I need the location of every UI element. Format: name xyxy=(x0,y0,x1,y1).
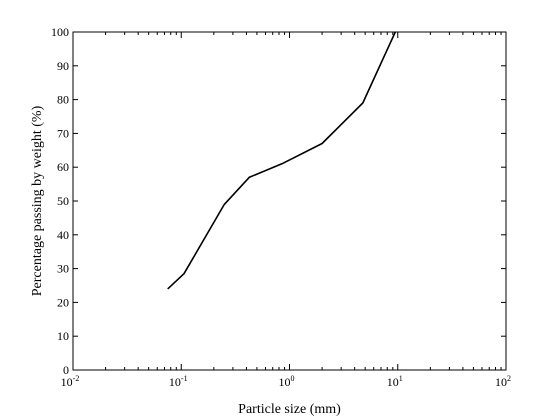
y-tick-label: 50 xyxy=(57,194,69,208)
y-tick-label: 0 xyxy=(63,363,69,377)
y-tick-label: 10 xyxy=(57,329,69,343)
plot-frame xyxy=(72,31,507,371)
x-tick-label: 10-1 xyxy=(169,374,188,389)
x-axis-ticks: 10-2 10-1 100 101 102 xyxy=(61,32,511,389)
series-layer xyxy=(167,31,397,290)
x-tick-label: 101 xyxy=(387,374,403,389)
y-tick-label: 60 xyxy=(57,160,69,174)
y-tick-label: 80 xyxy=(57,93,69,107)
y-tick-label: 100 xyxy=(51,25,69,39)
y-axis-ticks: 0 10 20 30 40 50 60 70 80 90 100 xyxy=(51,25,506,377)
x-axis-label: Particle size (mm) xyxy=(238,402,341,417)
y-tick-label: 40 xyxy=(57,228,69,242)
x-tick-label: 10-2 xyxy=(61,374,80,389)
x-tick-label: 102 xyxy=(495,374,511,389)
y-tick-label: 70 xyxy=(57,126,69,140)
y-tick-label: 90 xyxy=(57,59,69,73)
gradation-curve xyxy=(167,31,397,290)
y-tick-label: 30 xyxy=(57,262,69,276)
y-axis-label: Percentage passing by weight (%) xyxy=(30,105,45,296)
y-tick-label: 20 xyxy=(57,295,69,309)
x-tick-label: 100 xyxy=(279,374,295,389)
